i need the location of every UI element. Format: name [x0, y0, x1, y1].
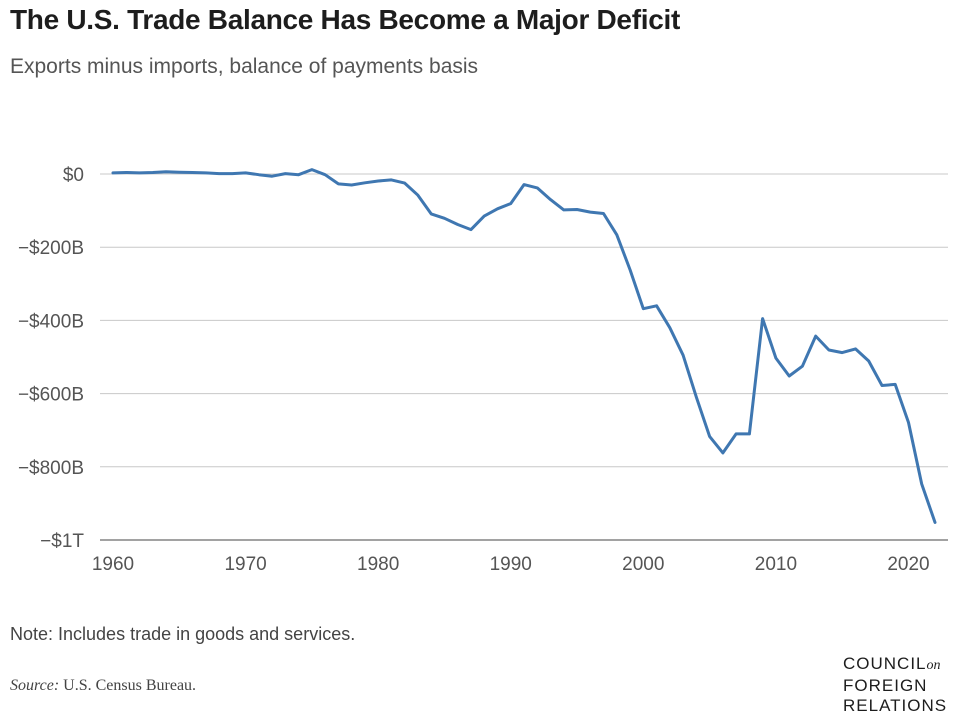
series-layer — [111, 168, 937, 524]
logo-line1: COUNCIL — [843, 654, 927, 673]
y-tick-label: −$1T — [40, 531, 84, 552]
chart-note: Note: Includes trade in goods and servic… — [10, 624, 356, 644]
x-axis-ticks: 1960 1970 1980 1990 2000 2010 2020 — [92, 554, 930, 575]
source-text: U.S. Census Bureau. — [63, 677, 197, 694]
y-tick-label: −$600B — [18, 385, 84, 406]
x-tick-label: 1970 — [224, 554, 266, 575]
x-tick-label: 1960 — [92, 554, 134, 575]
source-label: Source: — [10, 677, 60, 694]
trade-balance-line — [111, 168, 937, 524]
y-axis-ticks: $0 −$200B −$400B −$600B −$800B −$1T — [18, 165, 84, 552]
trade-balance-chart: $0−$200B−$400B−$600B−$800B−$1T 1960 1970 1… — [18, 165, 948, 575]
logo-line1-suffix: on — [926, 658, 941, 673]
y-tick-label: −$200B — [18, 238, 84, 259]
cfr-logo: COUNCILon FOREIGN RELATIONS — [843, 654, 947, 716]
y-tick-label: −$800B — [18, 458, 84, 479]
x-tick-label: 1980 — [357, 554, 399, 575]
y-tick-label: −$400B — [18, 311, 84, 332]
chart-subtitle: Exports minus imports, balance of paymen… — [10, 55, 479, 78]
grid-layer — [100, 173, 948, 541]
x-tick-label: 1990 — [490, 554, 532, 575]
logo-line3: RELATIONS — [843, 696, 948, 715]
x-tick-label: 2010 — [755, 554, 797, 575]
chart-source: Source: U.S. Census Bureau. — [10, 677, 196, 695]
x-tick-label: 2020 — [887, 554, 929, 575]
chart-title: The U.S. Trade Balance Has Become a Majo… — [10, 4, 680, 35]
y-tick-label: $0 — [63, 165, 84, 186]
logo-line2: FOREIGN — [843, 676, 928, 695]
x-tick-label: 2000 — [622, 554, 664, 575]
